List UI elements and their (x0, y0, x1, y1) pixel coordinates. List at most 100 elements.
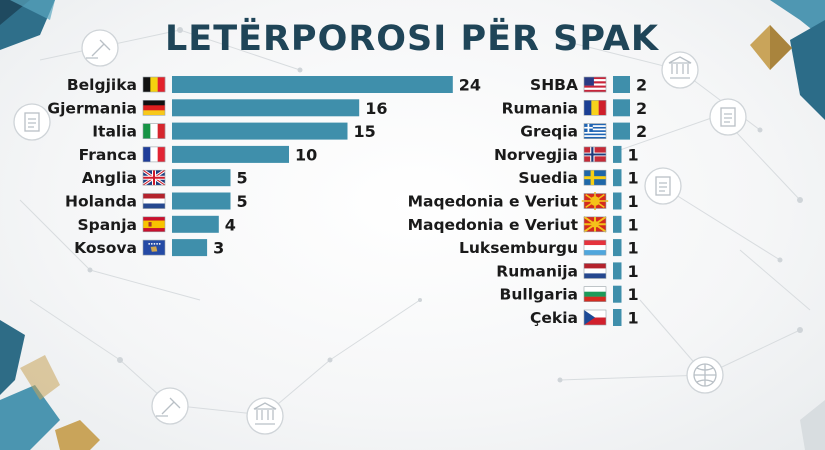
bar (172, 145, 289, 163)
value-label: 1 (628, 215, 639, 234)
category-label: Bullgaria (500, 286, 578, 304)
chart-row: Rumania 2 (502, 99, 648, 118)
value-label: 4 (225, 215, 236, 234)
value-label: 5 (237, 169, 248, 188)
category-label: Rumania (502, 99, 578, 117)
bar (613, 169, 622, 187)
flag-icon (142, 76, 166, 93)
flag-icon (583, 76, 607, 93)
chart-title: LETËRPOROSI PËR SPAK (165, 17, 660, 59)
courthouse-icon-2 (246, 397, 284, 435)
category-label: SHBA (530, 76, 578, 94)
chart-row: Anglia 5 (82, 169, 248, 188)
value-label: 2 (636, 122, 647, 141)
document-icon (13, 103, 51, 141)
bar (613, 122, 630, 140)
flag-icon (583, 309, 607, 326)
category-label: Kosova (74, 239, 137, 257)
category-label: Italia (92, 123, 137, 141)
bar (613, 145, 622, 163)
document-icon-2 (709, 98, 747, 136)
chart-row: Franca 10 (79, 145, 318, 164)
chart-row: Italia 15 (92, 122, 376, 141)
value-label: 1 (628, 285, 639, 304)
category-label: Maqedonia e Veriut (408, 216, 579, 234)
chart-row: Maqedonia e Veriut 1 (408, 215, 639, 234)
bar (613, 192, 622, 210)
value-label: 1 (628, 239, 639, 258)
bar (172, 215, 219, 233)
category-label: Norvegjia (494, 146, 578, 164)
value-label: 2 (636, 99, 647, 118)
chart-row: Belgjika 24 (67, 76, 481, 95)
value-label: 15 (354, 122, 376, 141)
bar (613, 309, 622, 326)
value-label: 1 (628, 309, 639, 328)
bar (613, 215, 622, 233)
chart-row: Norvegjia 1 (494, 145, 639, 164)
bar (613, 239, 622, 257)
chart-row: Holanda 5 (65, 192, 248, 211)
flag-icon (583, 239, 607, 256)
value-label: 2 (636, 76, 647, 95)
flag-icon (583, 215, 607, 233)
chart-row: Luksemburgu 1 (459, 239, 639, 258)
flag-icon (142, 168, 166, 187)
flag-icon (583, 263, 607, 279)
category-label: Belgjika (67, 76, 137, 94)
flag-icon (142, 193, 166, 209)
bar (172, 239, 208, 257)
category-label: Suedia (518, 169, 578, 187)
flag-icon (583, 169, 607, 186)
bar (172, 192, 231, 210)
value-label: 1 (628, 169, 639, 188)
value-label: 24 (459, 76, 481, 95)
bar (172, 122, 348, 140)
category-label: Spanja (77, 216, 137, 234)
chart-row: Spanja 4 (77, 215, 235, 234)
chart-row: Maqedonia e Veriut 1 (408, 192, 639, 211)
category-label: Holanda (65, 193, 137, 211)
category-label: Gjermania (47, 99, 137, 117)
chart-row: Rumanija 1 (496, 262, 638, 281)
bar (613, 285, 622, 303)
value-label: 5 (237, 192, 248, 211)
flag-icon (583, 123, 607, 139)
value-label: 1 (628, 192, 639, 211)
flag-icon (583, 286, 607, 303)
flag-icon (142, 100, 166, 116)
category-label: Anglia (82, 169, 137, 187)
chart-row: Bullgaria 1 (500, 285, 639, 304)
flag-icon (583, 100, 607, 116)
category-label: Franca (79, 146, 137, 164)
value-label: 3 (213, 239, 224, 258)
chart-row: Greqia 2 (520, 122, 647, 141)
flag-icon (142, 216, 166, 233)
flag-icon (142, 146, 166, 163)
chart-row: Gjermania 16 (47, 99, 387, 118)
category-label: Çekia (530, 309, 578, 327)
bar (613, 76, 630, 93)
value-label: 16 (365, 99, 387, 118)
value-label: 10 (295, 145, 317, 164)
chart-row: Kosova 3 (74, 239, 224, 258)
bar (172, 169, 231, 187)
bar (172, 99, 360, 117)
courthouse-icon (661, 51, 699, 89)
bar (172, 76, 453, 93)
category-label: Luksemburgu (459, 239, 578, 257)
chart-row: SHBA 2 (530, 76, 647, 95)
bar (613, 262, 622, 280)
value-label: 1 (628, 145, 639, 164)
flag-icon (583, 146, 607, 163)
flag-icon (142, 123, 166, 139)
document-icon-3 (644, 167, 682, 205)
chart-row: Suedia 1 (518, 169, 638, 188)
bar (613, 99, 630, 117)
flag-icon (581, 192, 609, 210)
category-label: Rumanija (496, 262, 578, 280)
value-label: 1 (628, 262, 639, 281)
category-label: Maqedonia e Veriut (408, 193, 579, 211)
